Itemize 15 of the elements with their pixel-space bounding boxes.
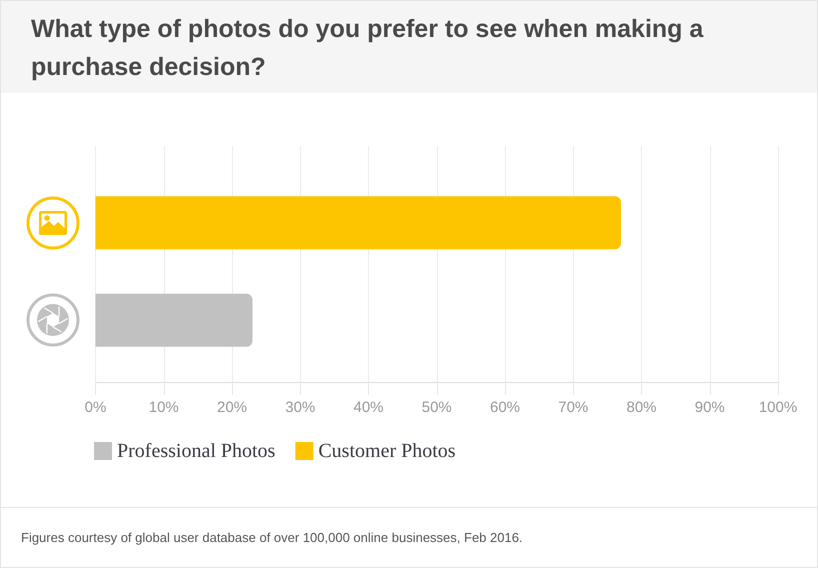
x-tick-label: 20% [216,399,248,416]
x-tick-label: 90% [694,399,725,416]
text: Figures courtesy of global user database of over 100,000 online businesses, Feb 2016. [21,529,523,547]
x-tick-label: 10% [148,399,179,416]
x-tick-label: 60% [490,399,520,416]
legend-label: Customer Photos [318,440,456,462]
x-tick-label: 30% [285,399,316,416]
chart-title: What type of photos do you prefer to see when making a purchase decision? [31,14,704,83]
x-tick-label: 0% [84,399,106,416]
x-tick-label: 100% [758,399,798,416]
x-tick-label: 70% [558,399,588,416]
x-tick-label: 80% [626,399,657,416]
x-tick-label: 40% [353,399,384,416]
legend-label: Professional Photos [117,440,276,462]
x-tick-label: 50% [422,399,452,416]
